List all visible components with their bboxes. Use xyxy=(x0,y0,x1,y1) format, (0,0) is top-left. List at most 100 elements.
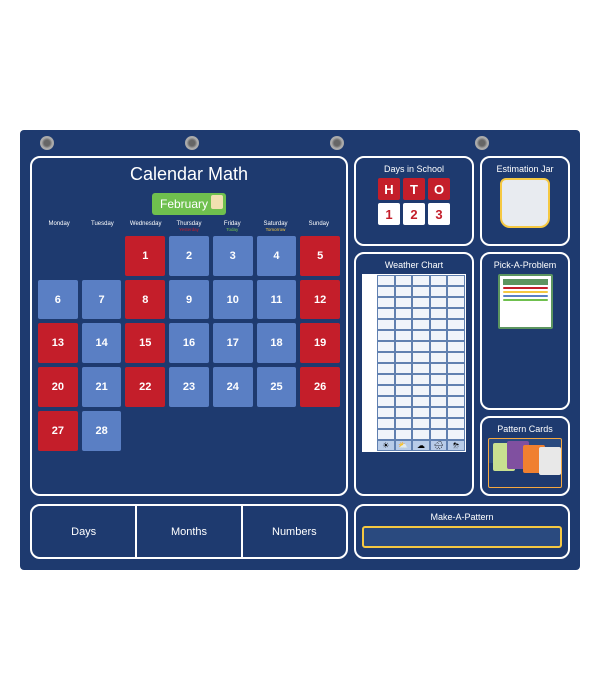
weather-cell[interactable] xyxy=(377,330,395,341)
weather-cell[interactable] xyxy=(412,330,430,341)
calendar-day[interactable]: 14 xyxy=(82,323,122,363)
weather-cell[interactable] xyxy=(377,308,395,319)
weather-cell[interactable] xyxy=(395,407,413,418)
pattern-cards-tray[interactable] xyxy=(488,438,562,488)
weather-cell[interactable] xyxy=(447,319,465,330)
weather-cell[interactable] xyxy=(447,407,465,418)
tab-numbers[interactable]: Numbers xyxy=(243,506,346,557)
calendar-day[interactable]: 3 xyxy=(213,236,253,276)
weather-cell[interactable] xyxy=(377,352,395,363)
weather-cell[interactable] xyxy=(377,286,395,297)
weather-cell[interactable] xyxy=(447,385,465,396)
weather-cell[interactable] xyxy=(412,352,430,363)
weather-cell[interactable] xyxy=(430,308,448,319)
month-card[interactable]: February xyxy=(152,193,226,215)
weather-cell[interactable] xyxy=(447,297,465,308)
weather-cell[interactable] xyxy=(377,385,395,396)
weather-cell[interactable] xyxy=(395,374,413,385)
weather-cell[interactable] xyxy=(430,407,448,418)
weather-cell[interactable] xyxy=(395,275,413,286)
calendar-day[interactable]: 17 xyxy=(213,323,253,363)
calendar-day[interactable]: 26 xyxy=(300,367,340,407)
weather-cell[interactable] xyxy=(377,418,395,429)
calendar-day[interactable]: 23 xyxy=(169,367,209,407)
weather-cell[interactable] xyxy=(430,341,448,352)
weather-cell[interactable] xyxy=(412,396,430,407)
weather-cell[interactable] xyxy=(412,418,430,429)
weather-cell[interactable] xyxy=(430,286,448,297)
calendar-day[interactable]: 21 xyxy=(82,367,122,407)
weather-cell[interactable] xyxy=(447,374,465,385)
weather-cell[interactable] xyxy=(377,396,395,407)
weather-cell[interactable] xyxy=(395,429,413,440)
calendar-day[interactable]: 28 xyxy=(82,411,122,451)
calendar-day[interactable]: 15 xyxy=(125,323,165,363)
calendar-day[interactable]: 25 xyxy=(257,367,297,407)
weather-cell[interactable] xyxy=(395,352,413,363)
weather-cell[interactable] xyxy=(447,352,465,363)
calendar-day[interactable]: 1 xyxy=(125,236,165,276)
weather-cell[interactable] xyxy=(430,352,448,363)
calendar-day[interactable]: 8 xyxy=(125,280,165,320)
calendar-day[interactable]: 6 xyxy=(38,280,78,320)
calendar-day[interactable]: 9 xyxy=(169,280,209,320)
pattern-strip[interactable] xyxy=(362,526,562,548)
weather-cell[interactable] xyxy=(395,396,413,407)
weather-cell[interactable] xyxy=(412,385,430,396)
calendar-day[interactable]: 27 xyxy=(38,411,78,451)
weather-cell[interactable] xyxy=(412,319,430,330)
weather-cell[interactable] xyxy=(430,396,448,407)
weather-cell[interactable] xyxy=(395,308,413,319)
weather-cell[interactable] xyxy=(430,418,448,429)
weather-cell[interactable] xyxy=(412,341,430,352)
hto-value[interactable]: 3 xyxy=(428,203,450,225)
weather-cell[interactable] xyxy=(395,363,413,374)
tab-days[interactable]: Days xyxy=(32,506,137,557)
weather-cell[interactable] xyxy=(447,396,465,407)
weather-cell[interactable] xyxy=(430,385,448,396)
calendar-day[interactable]: 16 xyxy=(169,323,209,363)
weather-cell[interactable] xyxy=(412,297,430,308)
weather-cell[interactable] xyxy=(430,330,448,341)
weather-cell[interactable] xyxy=(412,407,430,418)
weather-cell[interactable] xyxy=(377,407,395,418)
weather-cell[interactable] xyxy=(377,341,395,352)
calendar-day[interactable]: 13 xyxy=(38,323,78,363)
calendar-day[interactable]: 19 xyxy=(300,323,340,363)
weather-cell[interactable] xyxy=(412,308,430,319)
weather-cell[interactable] xyxy=(377,275,395,286)
weather-cell[interactable] xyxy=(430,363,448,374)
weather-cell[interactable] xyxy=(395,297,413,308)
calendar-day[interactable]: 2 xyxy=(169,236,209,276)
weather-cell[interactable] xyxy=(430,374,448,385)
calendar-day[interactable]: 10 xyxy=(213,280,253,320)
weather-cell[interactable] xyxy=(447,308,465,319)
weather-cell[interactable] xyxy=(377,374,395,385)
weather-cell[interactable] xyxy=(430,429,448,440)
weather-cell[interactable] xyxy=(395,341,413,352)
weather-cell[interactable] xyxy=(430,275,448,286)
weather-cell[interactable] xyxy=(377,319,395,330)
weather-cell[interactable] xyxy=(447,286,465,297)
weather-cell[interactable] xyxy=(430,297,448,308)
calendar-day[interactable]: 5 xyxy=(300,236,340,276)
weather-cell[interactable] xyxy=(430,319,448,330)
weather-cell[interactable] xyxy=(412,363,430,374)
weather-cell[interactable] xyxy=(412,429,430,440)
weather-cell[interactable] xyxy=(412,286,430,297)
weather-cell[interactable] xyxy=(395,286,413,297)
calendar-day[interactable]: 12 xyxy=(300,280,340,320)
calendar-day[interactable]: 7 xyxy=(82,280,122,320)
calendar-day[interactable]: 20 xyxy=(38,367,78,407)
calendar-day[interactable]: 4 xyxy=(257,236,297,276)
weather-cell[interactable] xyxy=(447,341,465,352)
calendar-day[interactable]: 18 xyxy=(257,323,297,363)
weather-cell[interactable] xyxy=(447,418,465,429)
weather-cell[interactable] xyxy=(447,363,465,374)
hto-value[interactable]: 2 xyxy=(403,203,425,225)
weather-cell[interactable] xyxy=(377,363,395,374)
weather-cell[interactable] xyxy=(395,330,413,341)
calendar-day[interactable]: 24 xyxy=(213,367,253,407)
calendar-day[interactable]: 22 xyxy=(125,367,165,407)
weather-cell[interactable] xyxy=(395,418,413,429)
